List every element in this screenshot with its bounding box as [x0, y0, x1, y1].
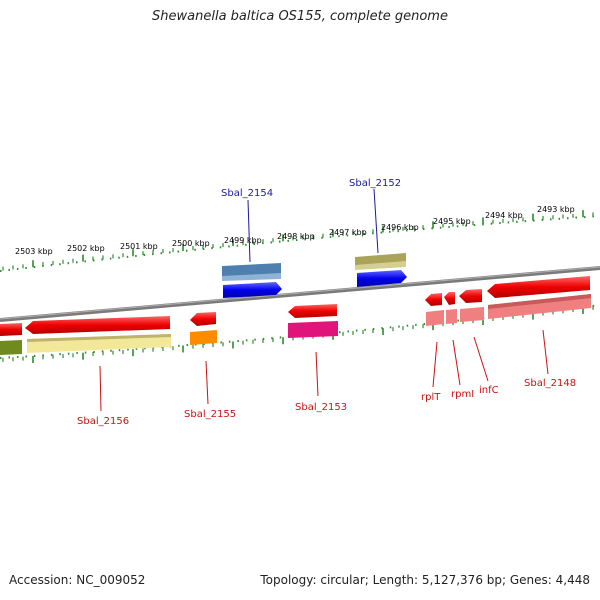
- leader-line-sbal-2156: [99, 365, 102, 412]
- gene-label-sbal-2155[interactable]: Sbal_2155: [184, 409, 236, 420]
- gene-label-rpmi[interactable]: rpmI: [451, 389, 474, 400]
- genome-backbone: [0, 266, 600, 322]
- upper-ruler-ticks: [2, 210, 594, 271]
- gene-feature-infc-blocks[interactable]: [459, 289, 484, 322]
- gene-label-rplt[interactable]: rplT: [421, 392, 441, 403]
- gene-label-sbal-2152[interactable]: Sbal_2152: [349, 178, 401, 189]
- gene-feature-rplt-blocks[interactable]: [425, 293, 444, 326]
- leader-line-rplt: [432, 341, 438, 388]
- leader-line-sbal-2148: [542, 329, 549, 375]
- leader-line-infc: [473, 336, 489, 382]
- ruler-label: 2493 kbp: [537, 205, 575, 214]
- ruler-labels: 2503 kbp 2502 kbp 2501 kbp 2500 kbp 2499 kbp…: [15, 205, 575, 256]
- gene-label-sbal-2156[interactable]: Sbal_2156: [77, 416, 129, 427]
- gene-label-sbal-2153[interactable]: Sbal_2153: [295, 402, 347, 413]
- gene-feature-left-edge[interactable]: [0, 323, 22, 355]
- leader-line-sbal-2152: [373, 188, 379, 254]
- gene-feature-sbal-2156-blocks[interactable]: [25, 316, 171, 353]
- gene-feature-sbal-2155-blocks[interactable]: [190, 312, 217, 345]
- gene-label-sbal-2154[interactable]: Sbal_2154: [221, 188, 273, 199]
- gene-feature-sbal-2153-blocks[interactable]: [288, 304, 338, 338]
- leader-line-sbal-2154: [247, 199, 251, 263]
- leader-line-sbal-2153: [315, 351, 319, 397]
- ruler-label: 2502 kbp: [67, 244, 105, 253]
- map-title: Shewanella baltica OS155, complete genom…: [152, 9, 448, 24]
- gene-feature-sbal-2148-blocks[interactable]: [487, 276, 591, 319]
- leader-line-rpmi: [452, 339, 461, 386]
- ruler-label: 2501 kbp: [120, 242, 158, 251]
- accession-text: Accession: NC_009052: [9, 573, 146, 587]
- leader-line-sbal-2155: [205, 360, 209, 405]
- genome-summary-text: Topology: circular; Length: 5,127,376 bp…: [260, 573, 590, 587]
- ruler-label: 2496 kbp: [381, 223, 419, 232]
- ruler-label: 2497 kbp: [329, 228, 367, 237]
- gene-feature-sbal-2152-blocks[interactable]: [355, 253, 407, 287]
- gene-label-sbal-2148[interactable]: Sbal_2148: [524, 378, 576, 389]
- ruler-label: 2499 kbp: [224, 236, 262, 245]
- ruler-label: 2503 kbp: [15, 247, 53, 256]
- ruler-label: 2498 kbp: [277, 232, 315, 241]
- ruler-label: 2494 kbp: [485, 211, 523, 220]
- ruler-label: 2495 kbp: [433, 217, 471, 226]
- gene-feature-rpmi-blocks[interactable]: [444, 292, 457, 324]
- ruler-label: 2500 kbp: [172, 239, 210, 248]
- gene-feature-sbal-2154-blocks[interactable]: [222, 263, 282, 298]
- gene-label-infc[interactable]: infC: [479, 385, 499, 396]
